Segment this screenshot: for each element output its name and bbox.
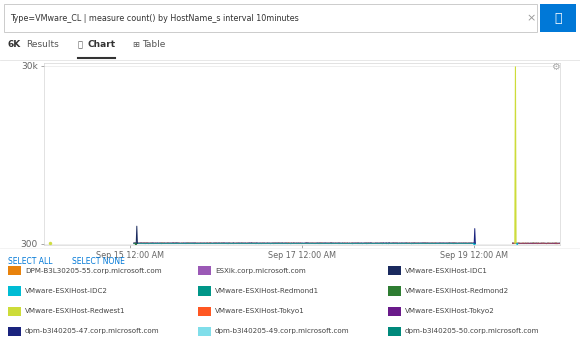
Text: VMware-ESXiHost-Redmond2: VMware-ESXiHost-Redmond2 (405, 288, 509, 294)
Text: VMware-ESXiHost-Redwest1: VMware-ESXiHost-Redwest1 (25, 308, 125, 314)
Bar (4, 4, 537, 32)
Text: VMware-ESXiHost-Tokyo1: VMware-ESXiHost-Tokyo1 (215, 308, 304, 314)
Text: 𝄜: 𝄜 (78, 40, 83, 49)
Text: VMware-ESXiHost-Redmond1: VMware-ESXiHost-Redmond1 (215, 288, 319, 294)
Text: dpm-b3l40205-49.corp.microsoft.com: dpm-b3l40205-49.corp.microsoft.com (215, 329, 350, 334)
Bar (388, 266, 401, 275)
Text: SELECT ALL: SELECT ALL (8, 257, 53, 266)
Text: ×: × (526, 13, 536, 23)
Text: Results: Results (26, 40, 59, 49)
Text: 6K: 6K (8, 40, 21, 49)
Text: dpm-b3l40205-50.corp.microsoft.com: dpm-b3l40205-50.corp.microsoft.com (405, 329, 539, 334)
Bar (540, 4, 576, 32)
Text: Chart: Chart (88, 40, 116, 49)
Bar (198, 307, 211, 316)
Bar (8, 266, 21, 275)
Bar (8, 286, 21, 295)
Text: Type=VMware_CL | measure count() by HostName_s interval 10minutes: Type=VMware_CL | measure count() by Host… (10, 14, 299, 23)
Text: ⚙: ⚙ (551, 62, 560, 72)
Text: ESXik.corp.microsoft.com: ESXik.corp.microsoft.com (215, 268, 306, 274)
Text: VMware-ESXiHost-IDC1: VMware-ESXiHost-IDC1 (405, 268, 488, 274)
Text: VMware-ESXiHost-IDC2: VMware-ESXiHost-IDC2 (25, 288, 108, 294)
Bar (198, 266, 211, 275)
Bar (388, 307, 401, 316)
Text: ⊞: ⊞ (132, 40, 139, 49)
Text: SELECT NONE: SELECT NONE (72, 257, 125, 266)
Text: VMware-ESXiHost-Tokyo2: VMware-ESXiHost-Tokyo2 (405, 308, 495, 314)
Bar (8, 327, 21, 336)
Bar (388, 286, 401, 295)
Bar (388, 327, 401, 336)
Bar (198, 286, 211, 295)
Text: DPM-B3L30205-55.corp.microsoft.com: DPM-B3L30205-55.corp.microsoft.com (25, 268, 162, 274)
Text: Table: Table (142, 40, 165, 49)
Text: ⌕: ⌕ (554, 12, 562, 25)
Text: dpm-b3l40205-47.corp.microsoft.com: dpm-b3l40205-47.corp.microsoft.com (25, 329, 160, 334)
Bar (8, 307, 21, 316)
Bar (198, 327, 211, 336)
